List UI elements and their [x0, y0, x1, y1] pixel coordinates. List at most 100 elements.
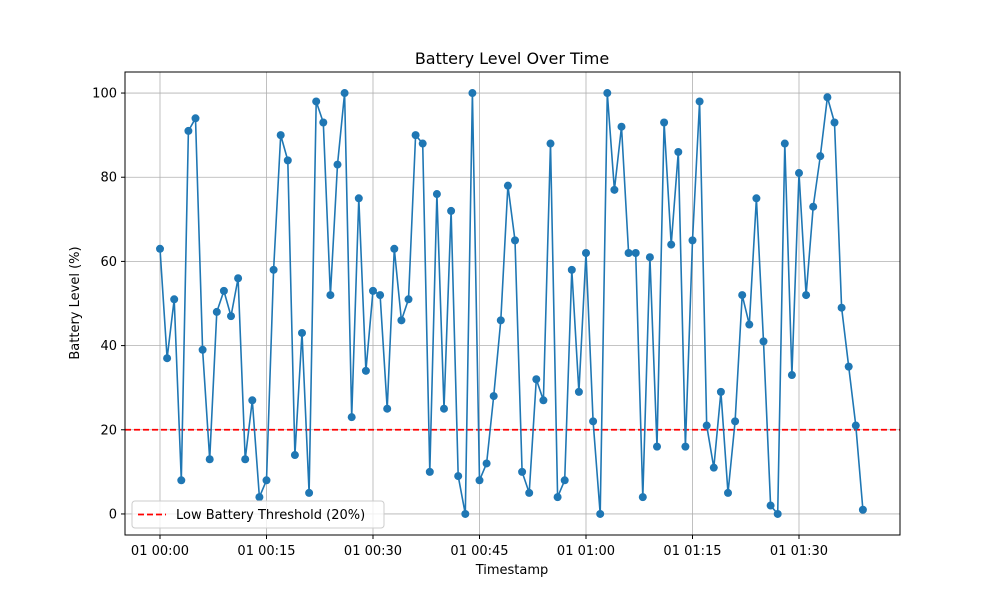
- legend: Low Battery Threshold (20%): [131, 500, 385, 529]
- data-point: [617, 122, 626, 131]
- data-point: [326, 291, 335, 300]
- data-point: [681, 442, 690, 451]
- data-point: [440, 404, 448, 413]
- x-tick-label: 01 01:15: [663, 544, 721, 559]
- data-point: [163, 354, 172, 363]
- data-point: [454, 472, 463, 481]
- x-tick-label: 01 01:30: [770, 544, 828, 559]
- data-point: [560, 476, 569, 485]
- data-point: [212, 307, 221, 316]
- x-tick-label: 01 00:30: [344, 544, 402, 559]
- data-point: [582, 248, 590, 257]
- data-point: [631, 248, 640, 257]
- data-point: [447, 206, 456, 215]
- data-point: [773, 509, 782, 518]
- data-point: [837, 303, 846, 312]
- battery-series-line: [159, 92, 864, 515]
- data-point: [390, 244, 399, 253]
- data-point: [227, 312, 235, 321]
- data-point: [248, 396, 257, 405]
- data-point: [596, 509, 605, 518]
- y-axis-title: Battery Level (%): [68, 246, 83, 359]
- data-point: [667, 240, 676, 249]
- data-point: [716, 387, 725, 396]
- data-point: [255, 493, 264, 502]
- data-point: [780, 139, 789, 148]
- data-point: [489, 392, 498, 401]
- data-point: [645, 253, 654, 262]
- data-point: [525, 488, 534, 497]
- data-point: [191, 114, 200, 123]
- series-layer: [156, 89, 867, 518]
- data-point: [752, 194, 761, 203]
- data-point: [745, 320, 754, 329]
- data-point: [795, 169, 803, 178]
- data-point: [674, 147, 683, 156]
- data-point: [461, 509, 470, 518]
- data-point: [567, 265, 576, 274]
- x-axis-title: Timestamp: [475, 563, 549, 578]
- legend-threshold-label: Low Battery Threshold (20%): [176, 508, 365, 523]
- data-point: [354, 194, 363, 203]
- data-point: [660, 118, 669, 127]
- chart-title: Battery Level Over Time: [415, 49, 609, 68]
- data-point: [823, 93, 832, 102]
- data-point: [219, 286, 228, 295]
- data-point: [553, 493, 562, 502]
- data-point: [610, 185, 619, 194]
- data-point: [404, 295, 413, 304]
- data-point: [688, 236, 697, 245]
- x-tick-label: 01 00:00: [131, 544, 189, 559]
- data-point: [156, 244, 164, 253]
- x-tick-label: 01 00:15: [237, 544, 295, 559]
- data-point: [738, 291, 747, 300]
- y-tick-label: 80: [100, 171, 117, 186]
- data-point: [653, 442, 661, 451]
- data-point: [305, 488, 314, 497]
- data-point: [205, 455, 214, 464]
- y-axis: 0 20 40 60 80 100: [92, 87, 125, 522]
- data-point: [290, 451, 299, 460]
- data-point: [695, 97, 704, 106]
- data-point: [397, 316, 406, 325]
- data-point: [787, 371, 796, 380]
- data-point: [816, 152, 825, 161]
- legend-box: [131, 500, 385, 529]
- data-point: [269, 265, 278, 274]
- data-point: [830, 118, 839, 127]
- y-tick-label: 0: [109, 507, 117, 522]
- data-point: [546, 139, 555, 148]
- data-point: [851, 421, 860, 430]
- x-tick-label: 01 01:00: [557, 544, 615, 559]
- data-point: [361, 366, 370, 375]
- data-point: [383, 404, 392, 413]
- data-point: [198, 345, 207, 354]
- data-point: [184, 126, 193, 135]
- data-point: [503, 181, 512, 190]
- data-point: [766, 501, 775, 510]
- data-point: [241, 455, 250, 464]
- data-point: [340, 89, 349, 98]
- data-point: [276, 131, 285, 140]
- data-point: [532, 375, 541, 384]
- data-point: [312, 97, 321, 106]
- data-point: [319, 118, 328, 127]
- data-point: [731, 417, 740, 426]
- data-point: [418, 139, 427, 148]
- data-point: [262, 476, 271, 485]
- data-point: [603, 89, 612, 98]
- y-tick-label: 40: [100, 339, 117, 354]
- data-point: [809, 202, 818, 211]
- data-point: [298, 328, 306, 337]
- data-point: [858, 505, 867, 514]
- data-point: [624, 248, 633, 257]
- data-point: [589, 417, 598, 426]
- data-point: [234, 274, 243, 283]
- y-tick-label: 100: [92, 87, 117, 102]
- data-point: [170, 295, 179, 304]
- data-point: [411, 131, 420, 140]
- data-point: [475, 476, 484, 485]
- data-point: [283, 156, 292, 165]
- data-point: [177, 476, 186, 485]
